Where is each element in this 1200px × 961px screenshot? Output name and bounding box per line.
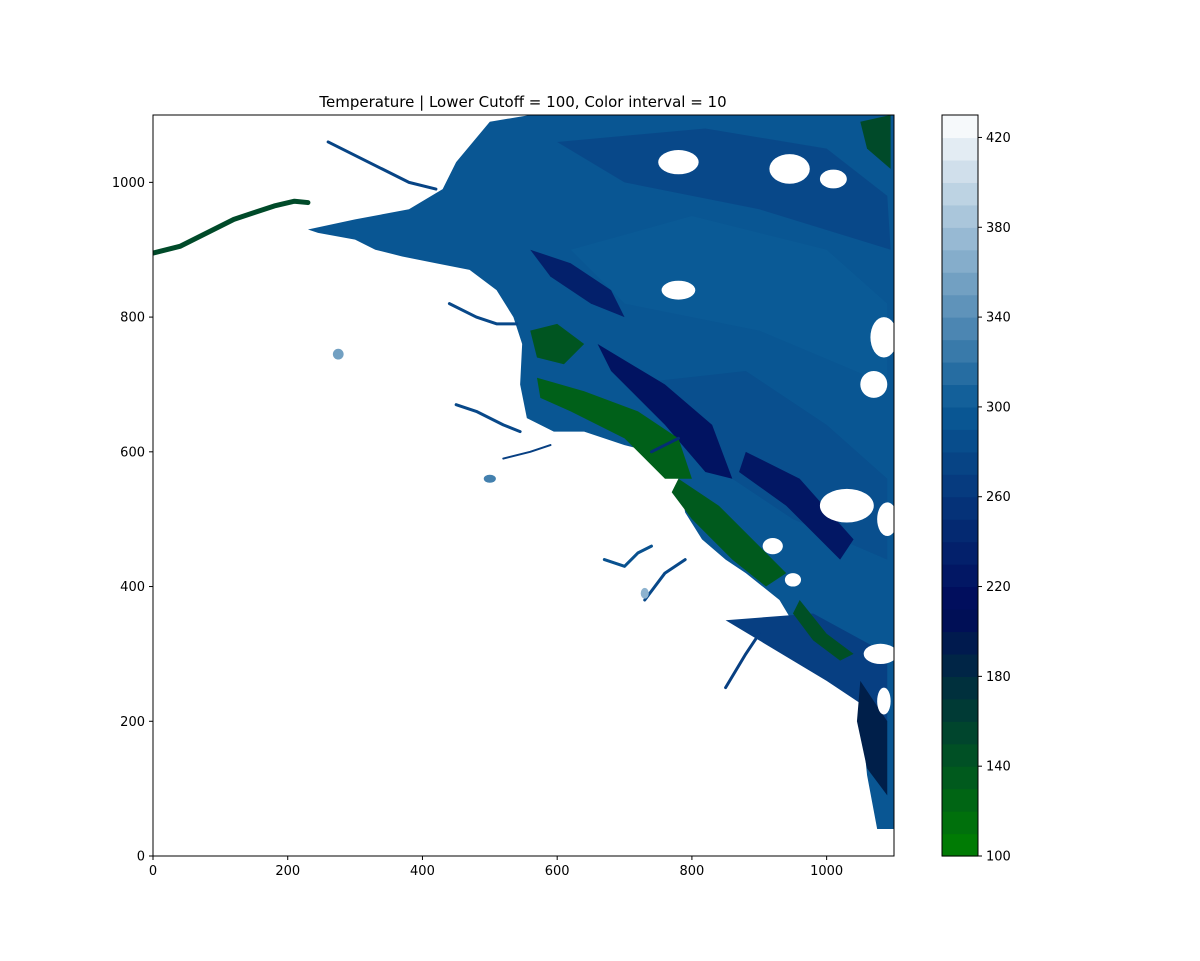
colorbar-tick-label: 180: [986, 670, 1011, 685]
colorbar-tick-label: 300: [986, 400, 1011, 415]
cloud-gap: [877, 688, 890, 715]
colorbar-segment: [942, 631, 978, 654]
colorbar-segment: [942, 766, 978, 789]
colorbar-segment: [942, 609, 978, 632]
colorbar-segment: [942, 317, 978, 340]
colorbar-segment: [942, 160, 978, 183]
y-tick-label: 800: [120, 311, 145, 326]
colorbar-segment: [942, 182, 978, 205]
colorbar-tick-label: 140: [986, 760, 1011, 775]
colorbar-tick-label: 380: [986, 221, 1011, 236]
cloud-gap: [769, 154, 809, 184]
x-tick-label: 600: [545, 864, 570, 879]
cloud-gap: [662, 281, 696, 300]
x-tick-label: 0: [149, 864, 157, 879]
colorbar-segment: [942, 699, 978, 722]
colorbar-segment: [942, 519, 978, 542]
x-tick-label: 800: [679, 864, 704, 879]
colorbar-segment: [942, 587, 978, 610]
water-speck: [641, 588, 649, 599]
water-speck: [333, 349, 344, 360]
colorbar-segment: [942, 654, 978, 677]
plot-area: [153, 115, 897, 856]
colorbar-segment: [942, 362, 978, 385]
colorbar-segment: [942, 542, 978, 565]
colorbar-segment: [942, 834, 978, 857]
y-tick-label: 400: [120, 580, 145, 595]
cloud-gap: [860, 371, 887, 398]
colorbar-segment: [942, 272, 978, 295]
y-tick-label: 0: [137, 850, 145, 865]
cloud-gap: [785, 573, 801, 586]
cloud-gap: [658, 150, 698, 174]
colorbar-segment: [942, 384, 978, 407]
colorbar-segment: [942, 295, 978, 318]
colorbar-segment: [942, 497, 978, 520]
colorbar-segment: [942, 452, 978, 475]
colorbar-tick-label: 260: [986, 490, 1011, 505]
colorbar-segment: [942, 227, 978, 250]
colorbar-tick-label: 340: [986, 311, 1011, 326]
colorbar-segment: [942, 789, 978, 812]
colorbar-segment: [942, 407, 978, 430]
x-axis: 0 200 400 600 800 1000: [149, 856, 843, 879]
colorbar-segment: [942, 115, 978, 138]
colorbar-segment: [942, 340, 978, 363]
colorbar-tick-label: 100: [986, 850, 1011, 865]
colorbar-segment: [942, 811, 978, 834]
colorbar-segment: [942, 429, 978, 452]
colorbar-tick-label: 420: [986, 131, 1011, 146]
y-axis: 0 200 400 600 800 1000: [112, 176, 153, 865]
y-tick-label: 600: [120, 445, 145, 460]
cloud-gap: [820, 170, 847, 189]
cloud-gap: [864, 644, 898, 664]
cloud-gap: [820, 489, 874, 523]
y-tick-label: 200: [120, 715, 145, 730]
colorbar-segment: [942, 474, 978, 497]
chart-title: Temperature | Lower Cutoff = 100, Color …: [318, 93, 726, 111]
colorbar: 100 140 180 220 260 300 340 380 420: [942, 115, 1011, 865]
colorbar-segment: [942, 205, 978, 228]
colorbar-segment: [942, 564, 978, 587]
cloud-gap: [763, 538, 783, 554]
colorbar-segment: [942, 250, 978, 273]
x-tick-label: 400: [410, 864, 435, 879]
x-tick-label: 200: [275, 864, 300, 879]
y-tick-label: 1000: [112, 176, 145, 191]
colorbar-segment: [942, 721, 978, 744]
water-speck: [484, 475, 496, 483]
colorbar-segment: [942, 137, 978, 160]
cloud-gap: [870, 317, 897, 357]
colorbar-tick-label: 220: [986, 580, 1011, 595]
colorbar-segment: [942, 676, 978, 699]
x-tick-label: 1000: [810, 864, 843, 879]
colorbar-segment: [942, 744, 978, 767]
